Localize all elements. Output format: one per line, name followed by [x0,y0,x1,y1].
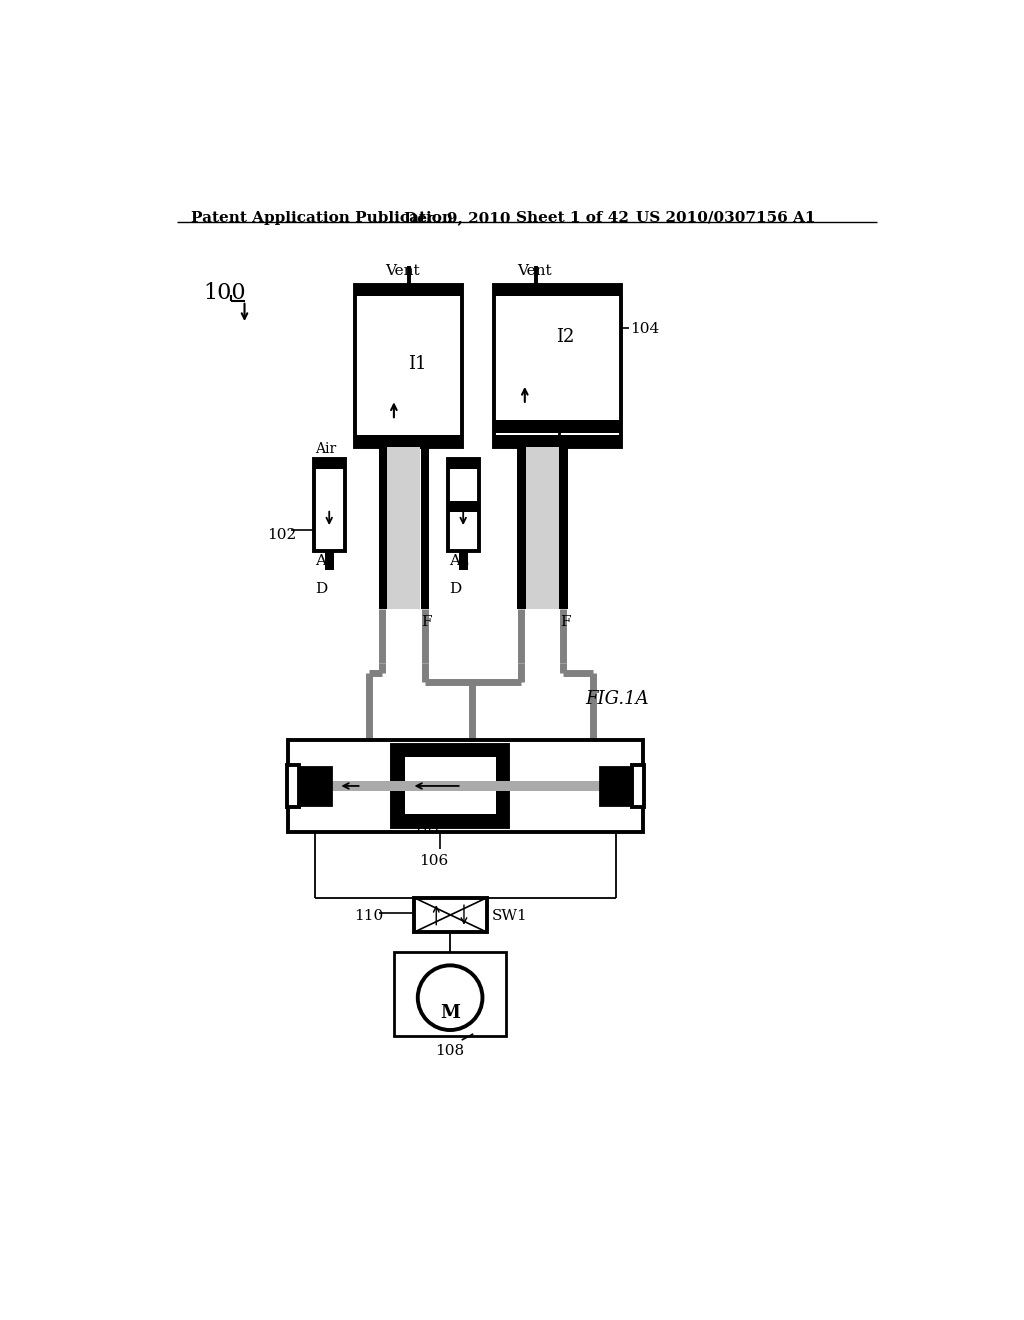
Text: 110: 110 [354,909,383,923]
Text: F: F [422,615,432,630]
Text: SW1: SW1 [492,909,527,923]
Bar [447,459,478,552]
Bar [414,898,487,932]
Text: 104: 104 [631,322,659,337]
Bar [287,766,299,807]
Text: M: M [440,1003,460,1022]
Text: A2: A2 [450,554,470,568]
Bar [600,767,639,805]
Text: 100: 100 [204,281,247,304]
Text: Patent Application Publication: Patent Application Publication [190,211,453,224]
Text: Dec. 9, 2010: Dec. 9, 2010 [403,211,510,224]
Bar [355,285,462,296]
Bar [632,766,644,807]
Text: 108: 108 [435,1044,464,1057]
Bar [494,285,621,296]
Text: Vent: Vent [517,264,552,279]
Bar [559,447,568,609]
Bar [313,459,345,552]
Bar [355,434,462,447]
Bar [392,814,508,826]
Text: D: D [450,582,462,595]
Text: US 2010/0307156 A1: US 2010/0307156 A1 [636,211,815,224]
Text: I2: I2 [556,327,574,346]
Text: D: D [315,582,328,595]
Text: Air: Air [315,442,337,455]
Bar [524,447,559,609]
Bar [600,767,639,805]
Bar [386,447,420,609]
Text: FIG.1A: FIG.1A [585,689,648,708]
Bar [355,285,462,447]
Text: F: F [560,615,570,630]
Bar [292,767,331,805]
Text: HI1: HI1 [416,821,441,834]
Bar [494,434,621,447]
Bar [494,285,621,447]
Text: A1: A1 [315,554,336,568]
Text: Vent: Vent [385,264,420,279]
Bar [289,739,643,832]
Text: Sheet 1 of 42: Sheet 1 of 42 [515,211,629,224]
Bar [292,780,639,792]
Bar [392,744,404,826]
Bar [394,952,506,1036]
Bar [496,744,508,826]
Bar [517,447,525,609]
Bar [459,552,468,570]
Bar [325,552,334,570]
Bar [313,459,345,470]
Bar [447,459,478,470]
Bar [447,502,478,512]
Bar [421,447,429,609]
Bar [392,744,508,758]
Bar [392,744,508,826]
Text: I1: I1 [408,355,426,372]
Bar [292,767,331,805]
Bar [494,420,621,433]
Text: 102: 102 [267,528,297,543]
Bar [379,447,387,609]
Text: 106: 106 [419,854,449,867]
Bar [559,516,568,527]
